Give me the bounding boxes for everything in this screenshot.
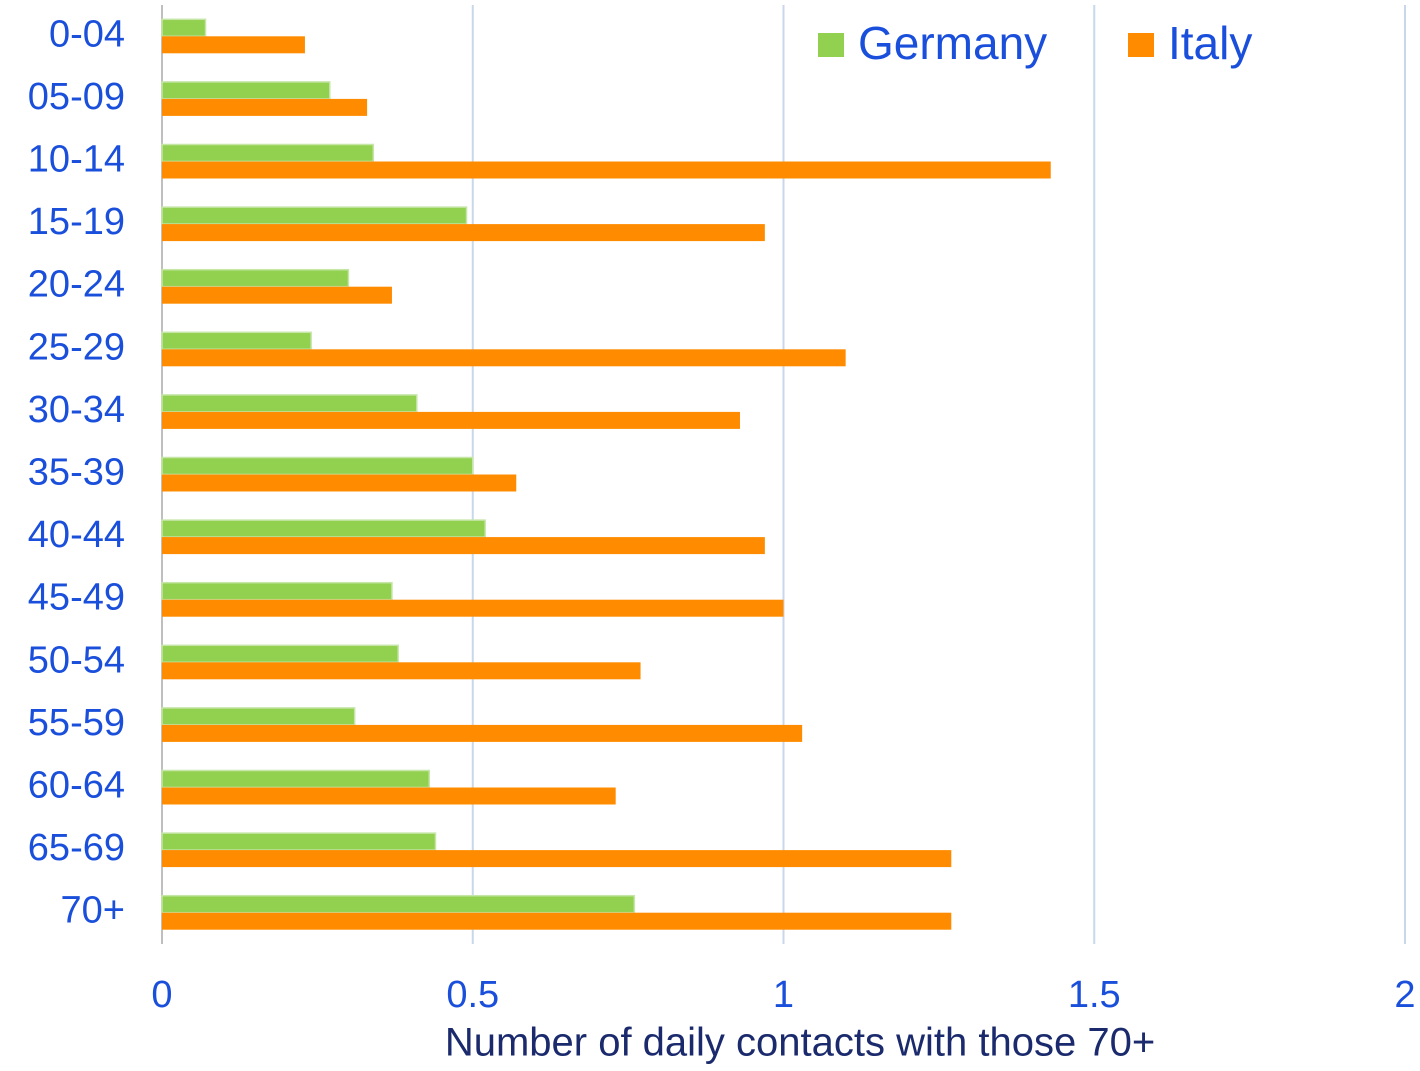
bar <box>161 143 375 163</box>
bar <box>162 724 803 742</box>
bar <box>162 599 784 617</box>
bar <box>161 769 430 789</box>
y-tick-label: 35-39 <box>28 452 125 494</box>
bar <box>162 286 392 304</box>
x-tick-label: 1 <box>773 974 794 1016</box>
legend-label: Germany <box>858 17 1047 69</box>
legend-swatch <box>818 33 844 57</box>
y-tick-label: 60-64 <box>28 765 125 807</box>
y-tick-label: 50-54 <box>28 639 125 681</box>
y-tick-label: 25-29 <box>28 326 125 368</box>
bar <box>162 912 952 930</box>
bar <box>162 161 1051 179</box>
x-axis-title: Number of daily contacts with those 70+ <box>445 1021 1155 1065</box>
y-tick-label: 10-14 <box>28 139 125 181</box>
bar <box>161 81 331 100</box>
bar <box>161 707 356 726</box>
x-tick-label: 0 <box>151 974 172 1016</box>
x-tick-label: 1.5 <box>1068 974 1121 1016</box>
bar <box>161 456 474 476</box>
y-tick-label: 0-04 <box>49 13 125 55</box>
y-tick-label: 65-69 <box>28 827 125 869</box>
y-tick-label: 45-49 <box>28 577 125 619</box>
bar <box>162 474 517 492</box>
bar <box>161 206 468 225</box>
bar <box>162 662 641 680</box>
legend-label: Italy <box>1168 17 1252 69</box>
bar <box>161 894 636 914</box>
y-tick-label: 05-09 <box>28 76 125 118</box>
y-tick-label: 55-59 <box>28 702 125 744</box>
y-tick-label: 20-24 <box>28 264 125 306</box>
x-tick-label: 2 <box>1394 974 1415 1016</box>
legend-swatch <box>1128 33 1154 57</box>
bar <box>162 36 305 54</box>
x-tick-label: 0.5 <box>446 974 499 1016</box>
y-tick-label: 40-44 <box>28 514 125 556</box>
bar <box>161 519 486 538</box>
y-tick-label: 70+ <box>61 890 125 932</box>
bar <box>162 224 765 242</box>
y-tick-label: 30-34 <box>28 389 125 431</box>
bar <box>161 268 350 288</box>
bar <box>161 644 399 664</box>
bar <box>162 850 952 868</box>
bar <box>162 787 616 805</box>
bar <box>161 832 437 851</box>
bar <box>161 331 312 351</box>
bar <box>161 394 418 413</box>
y-tick-label: 15-19 <box>28 201 125 243</box>
bar <box>162 98 368 116</box>
bar <box>161 18 207 38</box>
bar <box>162 537 765 555</box>
bar <box>162 411 740 429</box>
bar <box>161 581 393 601</box>
bar <box>162 349 846 367</box>
